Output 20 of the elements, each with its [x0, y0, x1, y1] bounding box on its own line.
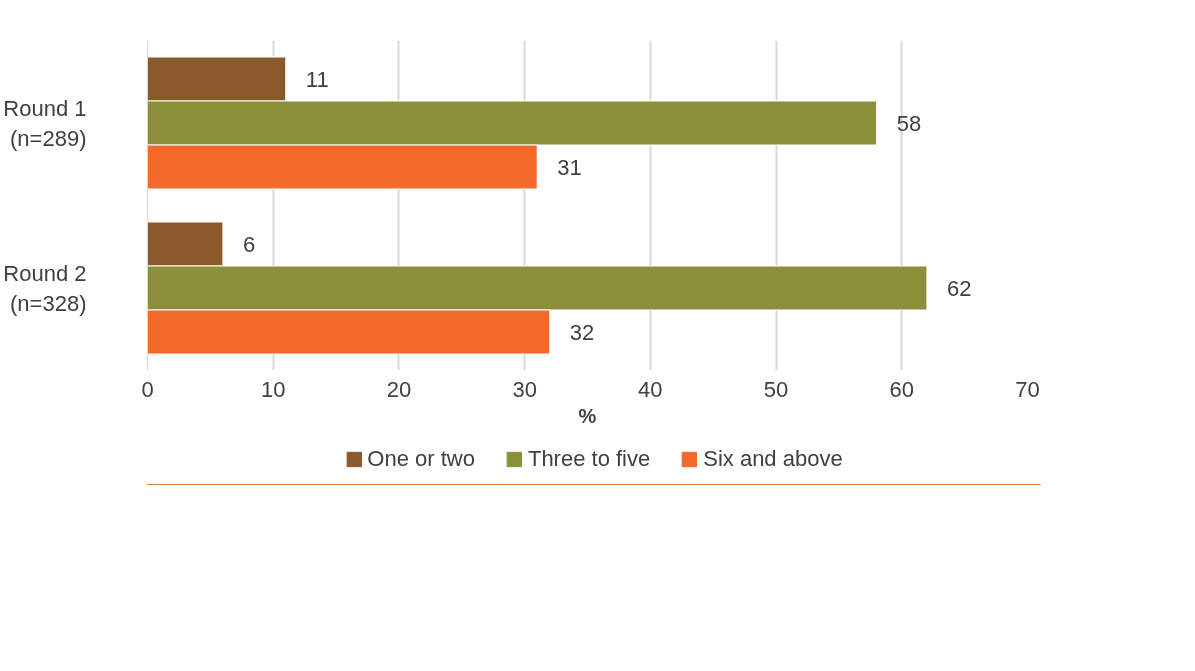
- legend-label: One or two: [367, 446, 475, 472]
- data-label: 32: [569, 319, 595, 345]
- x-tick-label: 0: [141, 376, 154, 402]
- x-tick-label: 50: [763, 376, 789, 402]
- x-tick-label: 20: [386, 376, 412, 402]
- legend-label: Three to five: [527, 446, 651, 472]
- data-label: 11: [305, 66, 329, 92]
- x-tick-label: 30: [512, 376, 537, 402]
- x-tick-label: 10: [260, 376, 286, 402]
- data-label: 6: [242, 231, 256, 257]
- data-label: 58: [896, 110, 922, 136]
- y-tick-label: Round 2 (n=328): [3, 260, 87, 316]
- x-tick-label: 60: [889, 376, 915, 402]
- legend-label: Six and above: [703, 446, 843, 472]
- x-tick-label: 40: [638, 376, 663, 402]
- x-tick-label: 70: [1015, 376, 1040, 402]
- data-label: 62: [946, 275, 972, 301]
- y-tick-label: Round 1 (n=289): [3, 95, 87, 151]
- data-label: 31: [557, 154, 582, 180]
- x-axis-title: %: [578, 404, 597, 427]
